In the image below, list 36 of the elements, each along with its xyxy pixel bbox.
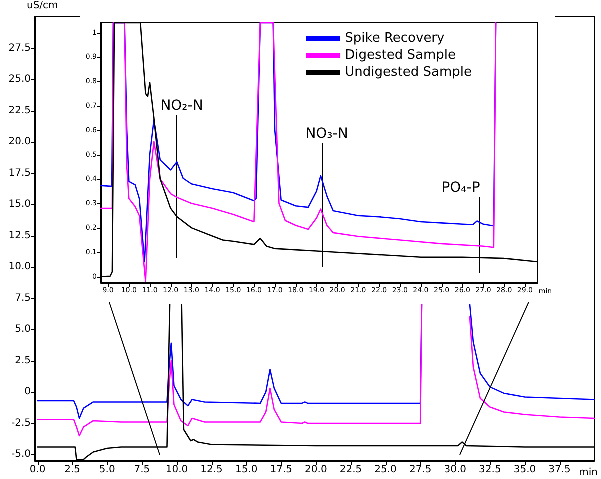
y-tick-label: 0 xyxy=(24,386,31,398)
x-tick-label: 27.5 xyxy=(409,464,432,476)
x-tick-label: 17.5 xyxy=(270,464,293,476)
x-tick-label: 37.5 xyxy=(548,464,571,476)
y-tick-label: 2.5 xyxy=(15,355,31,366)
y-tick-label: -5.0 xyxy=(11,449,31,460)
y-tick-label: 15.0 xyxy=(8,199,31,210)
x-tick-label: 20.0 xyxy=(305,464,328,476)
y-axis-title: uS/cm xyxy=(27,0,58,12)
x-tick-label: 15.0 xyxy=(235,464,258,476)
x-tick-label: 22.5 xyxy=(340,464,362,476)
x-tick-label: 10.0 xyxy=(166,464,188,476)
x-tick-label: 2.5 xyxy=(64,464,81,476)
y-tick-label: 22.5 xyxy=(8,105,31,116)
x-tick-label: 32.5 xyxy=(479,464,502,476)
y-tick-label: -2.5 xyxy=(11,418,31,429)
x-tick-label: 12.5 xyxy=(200,464,223,476)
annotation: NO₃-N xyxy=(306,126,348,142)
annotation: NO₂-N xyxy=(160,98,204,114)
y-tick-label: 10.0 xyxy=(8,262,31,273)
x-tick-label: 30.0 xyxy=(444,464,467,476)
x-tick-label: 35.0 xyxy=(514,464,536,476)
legend-label: Digested Sample xyxy=(345,48,456,63)
annotation: PO₄-P xyxy=(442,180,480,196)
legend-label: Spike Recovery xyxy=(345,31,446,46)
x-tick-label: 0.0 xyxy=(30,464,46,476)
y-tick-label: 25.0 xyxy=(8,74,31,86)
y-tick-label: 20.0 xyxy=(8,136,31,148)
x-axis-title: min xyxy=(579,468,598,478)
legend-label: Undigested Sample xyxy=(345,65,472,80)
y-tick-label: 5.0 xyxy=(15,324,31,336)
x-tick-label: 25.0 xyxy=(374,464,397,476)
y-tick-label: 12.5 xyxy=(8,230,31,242)
x-tick-label: 7.5 xyxy=(134,464,150,476)
y-tick-label: 27.5 xyxy=(8,42,31,54)
y-tick-label: 17.5 xyxy=(8,168,31,179)
